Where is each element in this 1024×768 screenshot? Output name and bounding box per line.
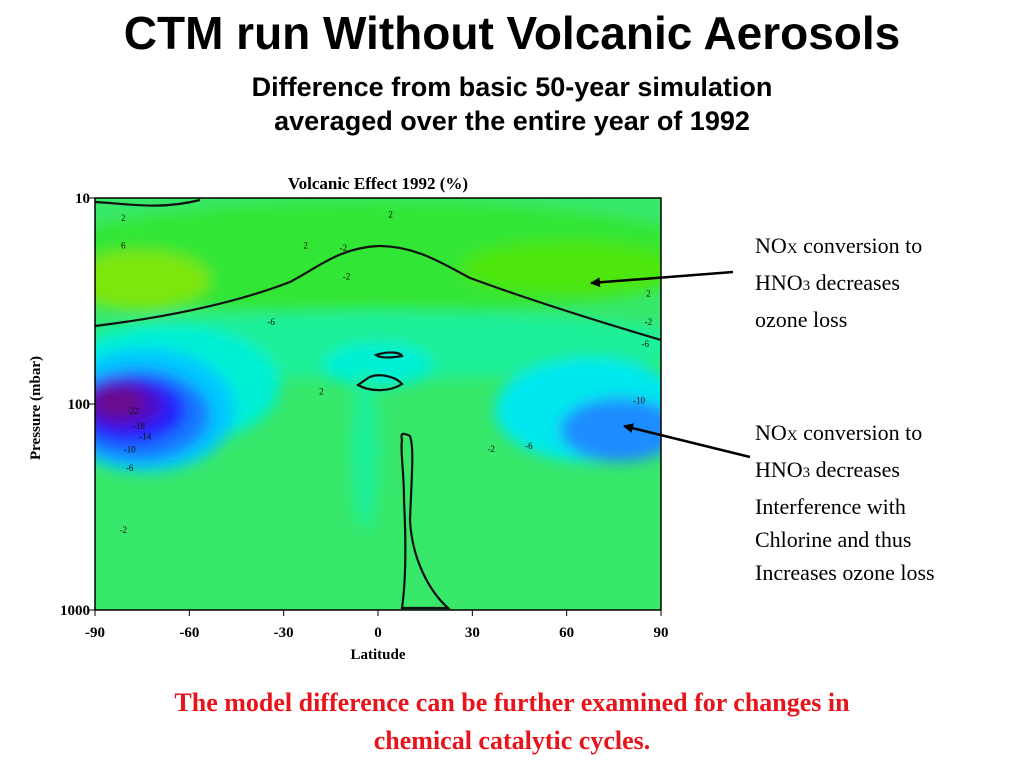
contour-label: -2 — [343, 271, 351, 281]
subtitle-line-2: averaged over the entire year of 1992 — [274, 106, 750, 136]
slide-subtitle: Difference from basic 50-year simulation… — [0, 70, 1024, 138]
annotation-top-line-2: HNO3 decreases — [755, 270, 900, 295]
contour-label: 2 — [303, 240, 308, 250]
contour-label: -10 — [633, 395, 645, 405]
annotation-bottom-line-1: NOX conversion to — [755, 420, 923, 445]
contour-label: -10 — [124, 444, 136, 454]
contour-label: 6 — [121, 240, 126, 250]
x-tick-label: 60 — [559, 625, 574, 641]
contour-label: -2 — [120, 525, 128, 535]
slide-title: CTM run Without Volcanic Aerosols — [123, 7, 901, 59]
y-tick-label: 10 — [75, 191, 90, 207]
annotation-bottom-line-3: Interference with — [755, 494, 906, 519]
x-tick-label: 0 — [374, 625, 382, 641]
footer-line-2: chemical catalytic cycles. — [373, 726, 651, 755]
arrow-top — [590, 270, 734, 288]
field-center-cap — [323, 343, 433, 387]
field-left-peak — [95, 387, 144, 417]
contour-label: 2 — [646, 288, 651, 298]
contour-label: -6 — [126, 463, 134, 473]
subtitle-line-1: Difference from basic 50-year simulation — [251, 72, 773, 102]
arrow-bottom — [623, 423, 751, 459]
contour-loop — [355, 374, 404, 392]
contour-label: -22 — [127, 406, 139, 416]
contour-top-left — [95, 198, 201, 207]
contour-label: -14 — [139, 432, 151, 442]
contour-label: -6 — [525, 441, 533, 451]
annotation-bottom-line-5: Increases ozone loss — [755, 560, 935, 585]
contour-small — [373, 351, 404, 359]
contour-label: -2 — [645, 317, 653, 327]
annotation-top: NOX conversion to HNO3 decreases ozone l… — [755, 229, 1020, 336]
field-upper-left-max — [95, 250, 210, 310]
y-tick-label: 100 — [68, 397, 91, 413]
contour-label: 2 — [121, 213, 126, 223]
contour-label: -6 — [642, 339, 650, 349]
footer-line-1: The model difference can be further exam… — [174, 688, 850, 717]
y-axis-label: Pressure (mbar) — [28, 356, 44, 460]
x-tick-label: -90 — [85, 625, 105, 641]
field-center-tongue — [351, 370, 379, 530]
footer-note: The model difference can be further exam… — [0, 684, 1024, 760]
annotation-bottom-line-4: Chlorine and thus — [755, 527, 912, 552]
contour-label: 2 — [319, 387, 324, 397]
x-axis: -90 -60 -30 0 30 60 90 — [85, 610, 669, 641]
x-axis-label: Latitude — [350, 647, 405, 663]
contour-field: 26 2 -22-2-62-2-6-10-22-18-14-10-6-22-2 -6 — [95, 198, 661, 610]
annotation-bottom: NOX conversion to HNO3 decreases Interfe… — [755, 416, 1020, 589]
annotation-top-line-3: ozone loss — [755, 307, 848, 332]
y-tick-label: 1000 — [60, 603, 90, 619]
x-tick-label: -30 — [274, 625, 294, 641]
annotation-bottom-line-2: HNO3 decreases — [755, 457, 900, 482]
field-right-inner — [560, 398, 661, 462]
contour-label: -2 — [487, 444, 495, 454]
contour-upper — [95, 244, 661, 342]
contour-label: -2 — [340, 243, 348, 253]
x-tick-label: 30 — [465, 625, 480, 641]
zero-contours — [95, 198, 661, 610]
contour-labels: 26 2 -22-2-62-2-6-10-22-18-14-10-6-22-2 -6 — [120, 209, 653, 535]
y-axis: 10 100 1000 — [60, 191, 95, 619]
contour-label: -18 — [133, 421, 145, 431]
contour-tongue — [400, 432, 451, 610]
annotation-top-line-1: NOX conversion to — [755, 233, 923, 258]
x-tick-label: -60 — [179, 625, 199, 641]
chart-title: Volcanic Effect 1992 (%) — [288, 174, 468, 193]
x-tick-label: 90 — [654, 625, 669, 641]
contour-label: -6 — [267, 317, 275, 327]
contour-label: 2 — [388, 209, 393, 219]
